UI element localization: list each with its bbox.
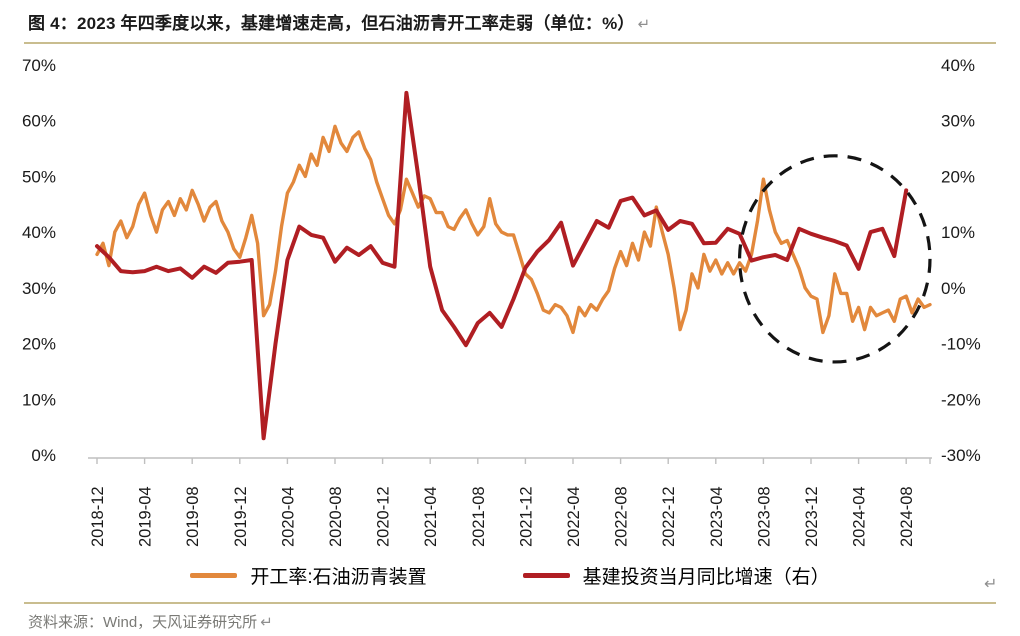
svg-text:2021-08: 2021-08	[470, 486, 488, 547]
svg-text:2023-12: 2023-12	[803, 486, 821, 547]
legend-line-orange	[190, 573, 238, 578]
legend-item-infrastructure: 基建投资当月同比增速（右）	[522, 562, 830, 589]
data-source-text: 资料来源：Wind，天风证券研究所	[28, 614, 258, 631]
svg-text:2022-12: 2022-12	[660, 486, 678, 547]
svg-text:2023-08: 2023-08	[755, 486, 773, 547]
svg-text:2018-12: 2018-12	[89, 486, 107, 547]
svg-text:10%: 10%	[941, 223, 975, 242]
svg-text:30%: 30%	[941, 112, 975, 131]
svg-text:70%: 70%	[22, 56, 56, 75]
legend-label-operating-rate: 开工率:石油沥青装置	[250, 567, 427, 588]
svg-text:40%: 40%	[22, 223, 56, 242]
return-mark-icon: ↵	[637, 16, 651, 33]
legend-line-red	[522, 573, 570, 578]
svg-text:0%: 0%	[941, 279, 966, 298]
svg-text:30%: 30%	[22, 279, 56, 298]
top-separator	[24, 42, 996, 44]
svg-text:-30%: -30%	[941, 446, 981, 465]
legend-item-operating-rate: 开工率:石油沥青装置	[190, 562, 427, 589]
svg-text:2020-08: 2020-08	[327, 486, 345, 547]
return-mark-icon: ↵	[260, 614, 273, 631]
svg-text:2020-04: 2020-04	[279, 486, 297, 547]
svg-text:2019-12: 2019-12	[232, 486, 250, 547]
return-mark-icon: ↵	[984, 576, 998, 593]
svg-text:20%: 20%	[941, 167, 975, 186]
svg-text:10%: 10%	[22, 390, 56, 409]
svg-text:-10%: -10%	[941, 335, 981, 354]
svg-text:2019-08: 2019-08	[184, 486, 202, 547]
svg-text:50%: 50%	[22, 167, 56, 186]
svg-text:2023-04: 2023-04	[708, 486, 726, 547]
figure-title-text: 图 4：2023 年四季度以来，基建增速走高，但石油沥青开工率走弱（单位：%）	[28, 14, 635, 33]
svg-text:2020-12: 2020-12	[375, 486, 393, 547]
svg-text:2021-12: 2021-12	[517, 486, 535, 547]
chart-legend: 开工率:石油沥青装置 基建投资当月同比增速（右）	[0, 562, 1020, 589]
svg-text:2019-04: 2019-04	[137, 486, 155, 547]
svg-text:60%: 60%	[22, 112, 56, 131]
svg-text:2022-08: 2022-08	[613, 486, 631, 547]
legend-label-infrastructure: 基建投资当月同比增速（右）	[582, 567, 830, 588]
data-source: 资料来源：Wind，天风证券研究所 ↵	[28, 611, 273, 632]
svg-text:2024-08: 2024-08	[898, 486, 916, 547]
svg-text:2024-04: 2024-04	[851, 486, 869, 547]
svg-text:40%: 40%	[941, 56, 975, 75]
svg-text:0%: 0%	[31, 446, 56, 465]
svg-text:-20%: -20%	[941, 390, 981, 409]
svg-text:2021-04: 2021-04	[422, 486, 440, 547]
bottom-separator	[24, 602, 996, 604]
svg-text:2022-04: 2022-04	[565, 486, 583, 547]
svg-text:20%: 20%	[22, 335, 56, 354]
figure-title: 图 4：2023 年四季度以来，基建增速走高，但石油沥青开工率走弱（单位：%） ↵	[28, 9, 1000, 34]
